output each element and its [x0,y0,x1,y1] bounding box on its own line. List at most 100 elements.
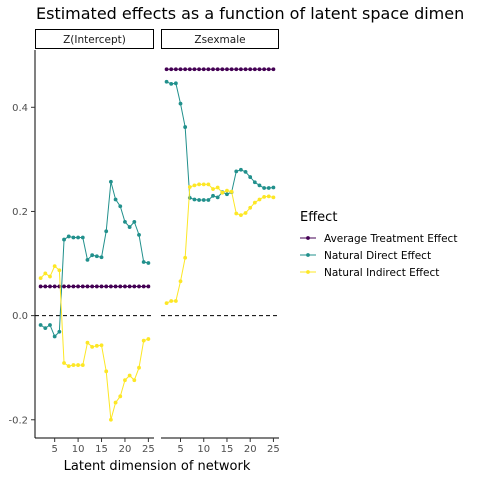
data-point [113,284,118,289]
data-point [76,284,81,289]
data-point [118,394,123,399]
data-point [141,260,146,264]
data-point [215,195,220,200]
data-point [234,211,239,216]
data-point [48,323,52,327]
data-point [52,334,57,339]
data-point [192,197,197,202]
data-point [252,180,257,185]
chart-title: Estimated effects as a function of laten… [36,4,464,23]
data-point [62,284,66,289]
facet-strip [35,29,154,49]
data-point [71,363,76,367]
data-point [257,183,262,188]
data-point [127,373,132,378]
data-point [90,253,95,258]
data-point [62,237,66,242]
series-average-treatment-effect [38,284,151,289]
y-tick-label: 0.0 [12,311,28,322]
data-point [220,190,225,195]
data-point [262,186,267,190]
data-point [239,67,243,72]
data-point [266,67,271,72]
data-point [234,169,239,174]
data-point [164,67,169,72]
data-point [173,67,178,72]
data-point [197,182,201,187]
data-point [197,67,201,72]
data-point [169,67,174,72]
data-point [137,284,141,289]
x-tick-label: 20 [244,444,257,455]
data-point [206,198,211,202]
data-point [201,198,206,202]
data-point [85,257,90,262]
data-point [192,67,197,72]
data-point [243,67,248,72]
data-point [38,323,43,327]
data-point [90,284,95,289]
data-point [206,182,211,187]
data-point [85,284,90,289]
data-point [137,232,141,237]
data-point [132,219,137,224]
series-natural-indirect-effect [38,264,151,422]
data-point [243,169,248,174]
data-point [118,204,123,209]
data-point [178,67,183,72]
data-point [123,284,127,289]
data-point [104,284,109,289]
data-point [187,196,192,200]
x-tick-label: 15 [95,444,108,455]
data-point [62,361,66,365]
series-line [40,265,149,420]
data-point [257,67,262,72]
data-point [225,188,229,193]
data-point [183,67,188,72]
data-point [118,284,123,289]
legend-entry-average-treatment-effect: Average Treatment Effect [300,233,457,245]
data-point [127,225,132,229]
data-point [169,81,174,86]
data-point [183,255,188,260]
data-point [66,234,71,239]
data-point [169,299,174,303]
data-point [141,338,146,343]
data-point [127,284,132,289]
data-point [271,185,276,190]
data-point [225,192,229,197]
data-point [43,326,48,331]
data-point [113,400,118,405]
data-point [76,235,81,240]
y-tick-label: -0.2 [8,415,28,426]
data-point [229,189,234,194]
data-point [146,284,151,289]
x-tick-label: 20 [119,444,132,455]
data-point [215,67,220,72]
data-point [178,101,183,106]
data-point [94,284,99,289]
legend-key-point [306,253,310,257]
data-point [52,264,57,269]
facet-strip-label: Zsexmale [194,34,245,46]
data-point [146,261,151,265]
legend-entry-natural-direct-effect: Natural Direct Effect [300,250,431,262]
x-tick-label: 5 [51,444,57,455]
data-point [104,229,109,234]
data-point [262,67,267,72]
data-point [90,344,95,349]
data-point [71,235,76,240]
series-line [166,183,274,304]
data-point [183,125,188,129]
data-point [211,67,215,72]
series-line [40,181,149,338]
data-point [80,284,85,289]
x-tick-label: 25 [142,444,155,455]
legend: Effect Average Treatment Effect Natural D… [300,210,457,279]
data-point [164,301,169,306]
facet-panels: Z(Intercept) 5 10 15 20 25 Zsexmale 5 10 15 20 25 [34,29,280,455]
data-point [206,67,211,72]
data-point [211,187,215,191]
data-point [38,276,43,281]
data-point [66,284,71,289]
